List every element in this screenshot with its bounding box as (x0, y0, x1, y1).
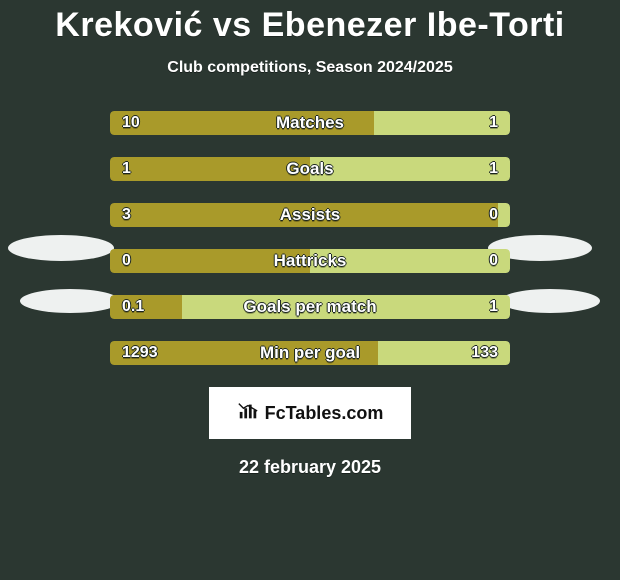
stat-label: Hattricks (110, 249, 510, 273)
bar-chart-icon (237, 400, 259, 427)
subtitle: Club competitions, Season 2024/2025 (0, 59, 620, 77)
player-left-avatar-placeholder-2 (20, 289, 120, 313)
stat-row: 00Hattricks (110, 249, 510, 273)
stat-row: 30Assists (110, 203, 510, 227)
brand-badge: FcTables.com (209, 387, 411, 439)
page-title: Kreković vs Ebenezer Ibe-Torti (0, 6, 620, 45)
stat-label: Goals (110, 157, 510, 181)
stat-label: Assists (110, 203, 510, 227)
stat-row: 11Goals (110, 157, 510, 181)
stat-label: Min per goal (110, 341, 510, 365)
stat-row: 101Matches (110, 111, 510, 135)
stat-row: 0.11Goals per match (110, 295, 510, 319)
stat-label: Matches (110, 111, 510, 135)
stat-label: Goals per match (110, 295, 510, 319)
comparison-chart: 101Matches 11Goals 30Assists 00Hattricks 0.1… (0, 111, 620, 478)
player-right-avatar-placeholder-2 (500, 289, 600, 313)
brand-text: FcTables.com (265, 403, 384, 424)
date-label: 22 february 2025 (0, 457, 620, 478)
stat-row: 1293133Min per goal (110, 341, 510, 365)
player-left-avatar-placeholder-1 (8, 235, 114, 261)
